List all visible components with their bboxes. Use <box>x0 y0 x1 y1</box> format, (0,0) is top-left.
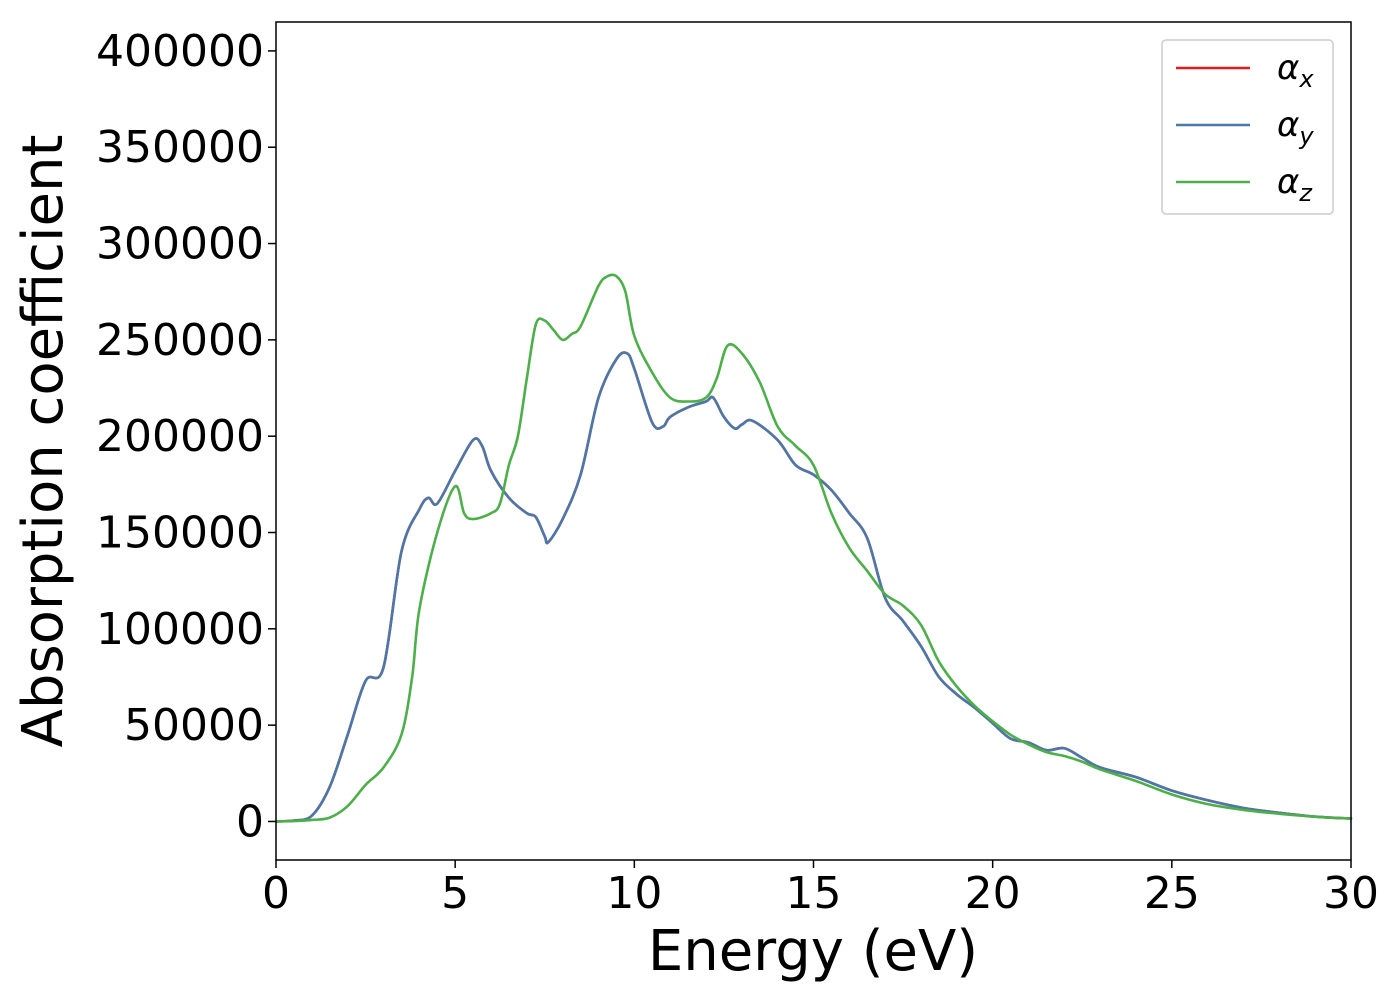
legend-label-x: αx <box>1277 48 1314 93</box>
y-tick-label: 100000 <box>96 604 264 655</box>
legend-label-y: αy <box>1277 105 1314 150</box>
x-axis-ticks: 0 5 10 15 20 25 30 <box>262 860 1379 919</box>
x-tick-label: 0 <box>262 868 290 919</box>
y-tick-label: 250000 <box>96 315 264 366</box>
x-tick-label: 10 <box>606 868 662 919</box>
x-tick-label: 5 <box>441 868 469 919</box>
y-tick-label: 150000 <box>96 508 264 559</box>
y-axis-title: Absorption coefficient <box>11 135 76 748</box>
x-tick-label: 15 <box>786 868 842 919</box>
legend: αx αy αz <box>1161 39 1334 215</box>
x-axis-title: Energy (eV) <box>648 919 978 984</box>
series-line-y <box>274 351 1353 823</box>
y-tick-label: 0 <box>236 796 264 847</box>
x-tick-label: 25 <box>1144 868 1200 919</box>
y-tick-label: 350000 <box>96 122 264 173</box>
legend-label-z: αz <box>1277 162 1313 207</box>
y-tick-label: 200000 <box>96 411 264 462</box>
legend-box <box>1161 39 1334 215</box>
y-tick-label: 50000 <box>124 700 264 751</box>
series-line-z <box>274 273 1353 823</box>
y-axis-ticks: 0 50000 100000 150000 200000 250000 300000 3500… <box>96 26 276 847</box>
y-tick-label: 400000 <box>96 26 264 77</box>
y-tick-label: 300000 <box>96 219 264 270</box>
series-layer <box>274 273 1353 823</box>
x-tick-label: 30 <box>1323 868 1379 919</box>
x-tick-label: 20 <box>965 868 1021 919</box>
